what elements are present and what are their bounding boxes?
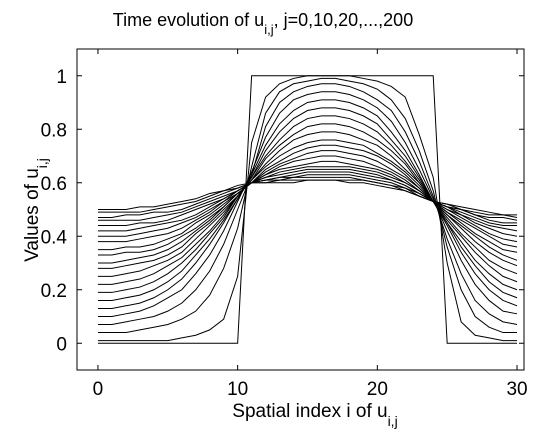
x-tick-label: 30 — [506, 379, 527, 400]
y-tick-label: 0.8 — [41, 120, 67, 141]
series-lines — [97, 75, 518, 344]
chart-title: Time evolution of ui,j, j=0,10,20,...,20… — [113, 10, 413, 37]
series-line-11 — [97, 144, 518, 264]
y-tick-label: 0 — [56, 334, 67, 355]
chart-title-main: Time evolution of u — [113, 10, 264, 30]
y-tick-label: 0.6 — [41, 174, 67, 195]
x-tick-label: 10 — [227, 379, 248, 400]
y-tick-label: 0.2 — [41, 281, 67, 302]
series-line-10 — [97, 139, 518, 269]
y-axis: 0 0.2 0.4 0.6 0.8 1 — [41, 67, 524, 355]
y-tick-label: 0.4 — [41, 227, 68, 248]
series-line-1 — [97, 75, 518, 342]
y-axis-label-subscript: i,j — [34, 158, 50, 168]
series-line-6 — [97, 107, 518, 301]
series-line-21 — [97, 179, 518, 216]
series-line-9 — [97, 131, 518, 277]
series-line-4 — [97, 91, 518, 317]
series-line-19 — [97, 176, 518, 221]
x-tick-label: 0 — [93, 379, 104, 400]
y-tick-label: 1 — [56, 67, 67, 88]
x-axis: 0 10 20 30 — [93, 49, 528, 400]
x-axis-label-main: Spatial index i of u — [232, 401, 387, 422]
series-line-2 — [97, 77, 518, 334]
series-line-13 — [97, 155, 518, 251]
y-axis-label-main: Values of u — [22, 168, 43, 262]
series-line-7 — [97, 115, 518, 293]
y-axis-label: Values of ui,j — [22, 158, 50, 262]
series-line-3 — [97, 83, 518, 326]
series-line-5 — [97, 99, 518, 309]
series-line-8 — [97, 123, 518, 285]
x-axis-label-subscript: i,j — [388, 413, 398, 429]
x-axis-label: Spatial index i of ui,j — [232, 401, 397, 429]
plot-area — [76, 48, 525, 371]
chart-title-subscript: i,j — [264, 22, 274, 37]
x-tick-label: 20 — [367, 379, 388, 400]
series-line-15 — [97, 166, 518, 237]
chart-title-tail: , j=0,10,20,...,200 — [274, 10, 414, 30]
